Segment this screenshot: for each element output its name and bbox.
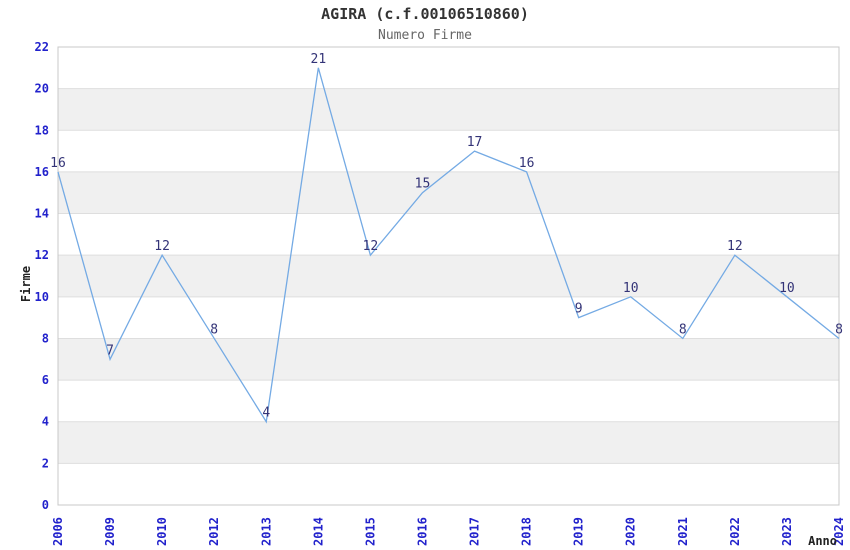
y-tick-label: 22 [35,40,49,54]
data-line [57,67,840,424]
x-tick-label: 2006 [51,517,65,546]
x-tick-label: 2013 [259,517,273,546]
point-label: 9 [575,302,583,317]
x-axis-title: Anno [808,534,837,548]
point-label: 12 [363,239,379,254]
x-tick-label: 2018 [520,517,534,546]
y-tick-label: 6 [42,373,49,387]
point-label: 4 [262,406,270,421]
x-tick-label: 2024 [832,517,846,546]
y-tick-label: 2 [42,456,49,470]
plot-band [58,421,839,464]
x-tick-label: 2017 [468,517,482,546]
point-label: 15 [415,177,431,192]
point-label: 16 [519,156,535,171]
chart-subtitle: Numero Firme [378,28,472,43]
x-tick-label: 2019 [572,517,586,546]
y-tick-label: 18 [35,123,49,137]
x-tick-label: 2022 [728,517,742,546]
x-tick-label: 2015 [363,517,377,546]
y-tick-label: 20 [35,82,49,96]
y-tick-label: 0 [42,498,49,512]
y-tick-label: 10 [35,290,49,304]
y-tick-label: 16 [35,165,49,179]
point-label: 12 [154,239,170,254]
point-label: 10 [779,281,795,296]
point-label: 21 [311,52,327,67]
y-tick-label: 14 [35,207,49,221]
y-tick-label: 4 [42,415,49,429]
point-label: 10 [623,281,639,296]
point-label: 8 [835,322,843,337]
x-tick-label: 2014 [311,517,325,546]
x-tick-label: 2012 [207,517,221,546]
plot-band [58,171,839,214]
point-label: 8 [679,322,687,337]
x-tick-label: 2020 [624,517,638,546]
y-tick-label: 12 [35,248,49,262]
point-label: 8 [210,322,218,337]
x-tick-label: 2016 [415,517,429,546]
x-tick-label: 2009 [103,517,117,546]
point-label: 12 [727,239,743,254]
y-axis-title: Firme [19,266,33,302]
x-tick-label: 2021 [676,517,690,546]
plot-band [58,338,839,381]
x-tick-label: 2023 [780,517,794,546]
point-label: 17 [467,135,483,150]
point-label: 7 [106,343,114,358]
y-tick-label: 8 [42,331,49,345]
x-tick-label: 2010 [155,517,169,546]
plot-band [58,88,839,131]
plot-border [57,46,840,506]
point-label: 16 [50,156,66,171]
plot-band [58,255,839,297]
chart-title: AGIRA (c.f.00106510860) [321,5,529,23]
